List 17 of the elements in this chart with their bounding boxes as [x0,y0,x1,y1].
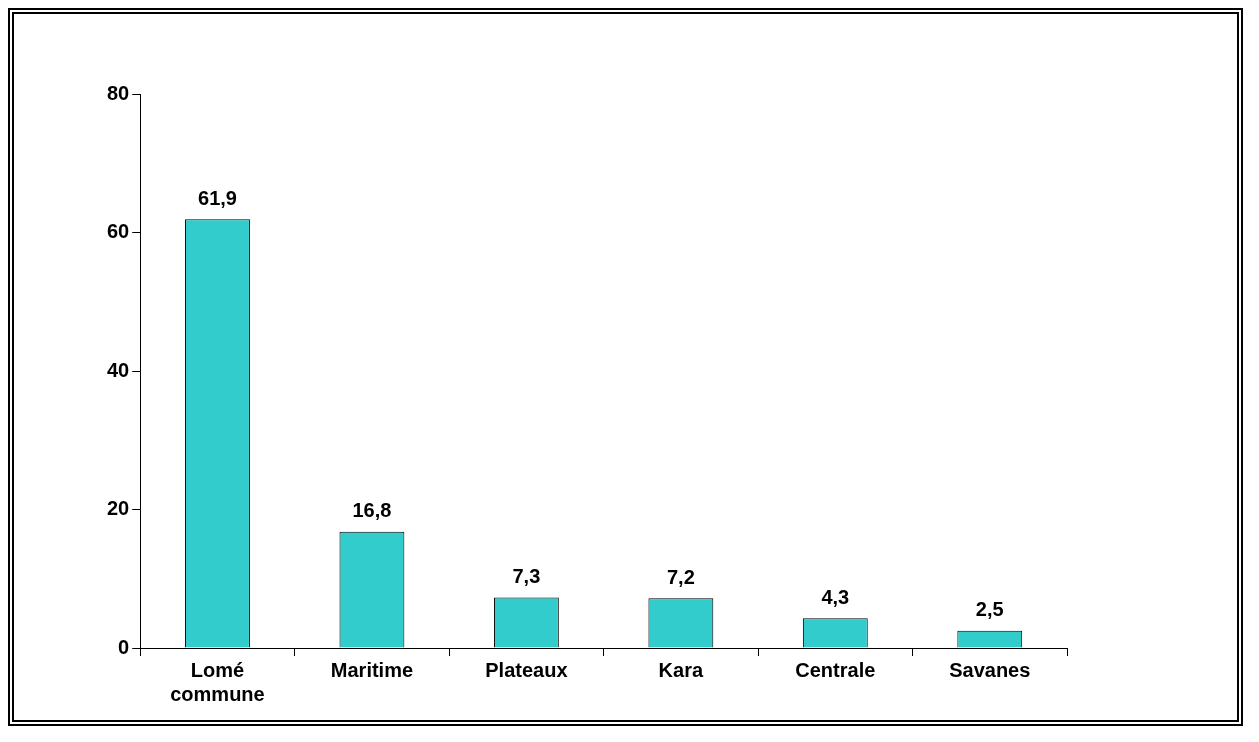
y-tick-label: 0 [118,635,130,658]
y-tick-label: 60 [107,220,130,243]
x-tick-label: Savanes [949,658,1031,681]
y-tick-label: 20 [107,497,130,520]
data-label: 16,8 [352,499,392,522]
data-label: 4,3 [821,585,850,608]
x-tick-label: Lomé commune [170,658,265,705]
data-label: 61,9 [198,186,237,209]
data-label: 7,2 [666,565,695,588]
data-label: 7,3 [512,564,541,587]
y-tick-label: 80 [107,81,130,104]
x-tick-label: Centrale [795,658,876,681]
x-tick-label: Kara [658,658,704,681]
data-label: 2,5 [975,598,1004,621]
x-tick-label: Plateaux [485,658,568,681]
x-tick-label: Maritime [330,658,414,681]
y-tick-label: 40 [107,358,130,381]
